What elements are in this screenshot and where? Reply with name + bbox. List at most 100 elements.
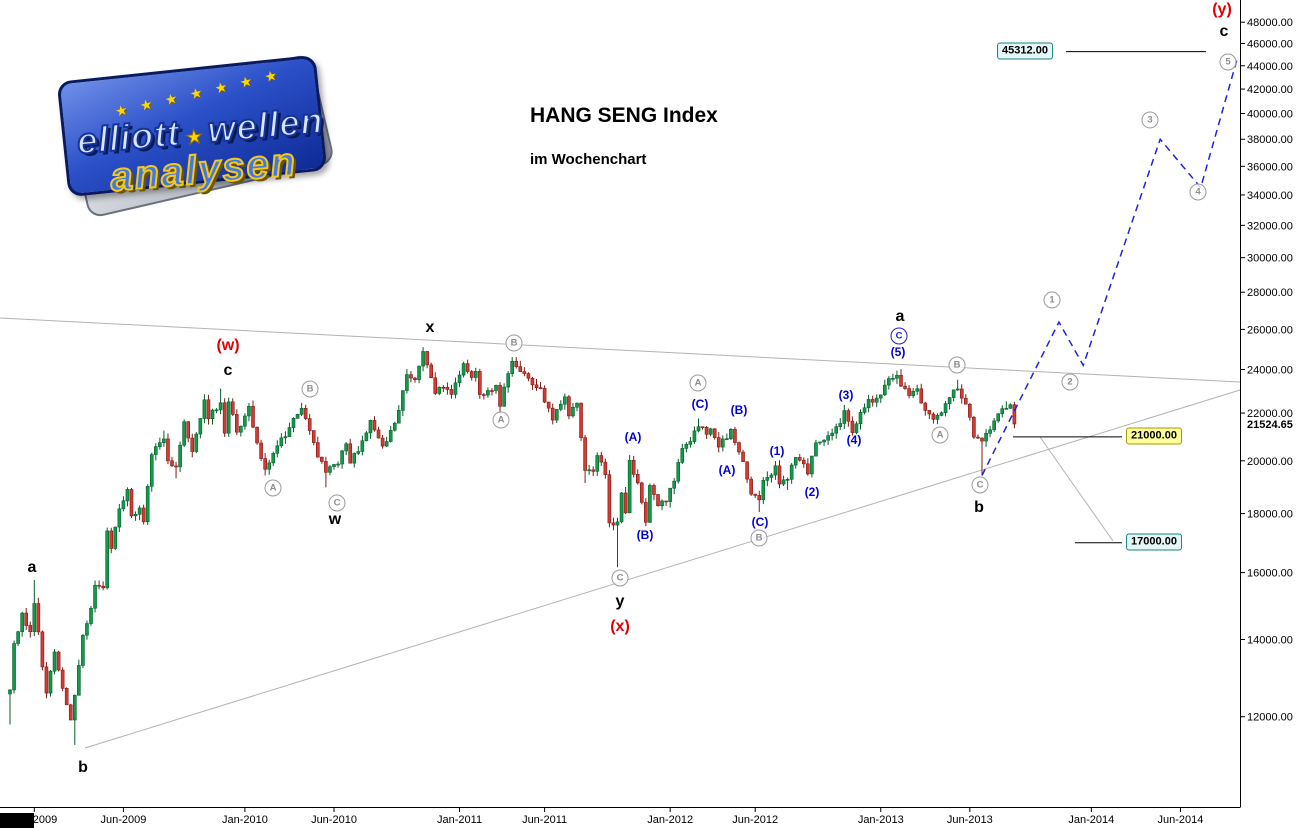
candle-up [563, 396, 567, 405]
y-axis-tick-label: 16000.00 [1247, 568, 1293, 580]
candle-down [315, 442, 320, 458]
y-axis-tick-label: 48000.00 [1247, 17, 1293, 29]
candle-up [154, 446, 158, 455]
candle-up [720, 438, 725, 448]
candle-down [376, 429, 381, 439]
candle-down [109, 530, 114, 549]
candle-down [235, 414, 239, 433]
candle-up [781, 479, 786, 485]
candle-up [243, 415, 247, 427]
candle-up [291, 417, 296, 428]
candle-up [826, 435, 830, 441]
candles-series [8, 347, 1017, 745]
candle-up [793, 457, 798, 466]
candle-up [672, 480, 677, 489]
candle-down [409, 374, 413, 379]
candle-up [895, 375, 899, 379]
candle-down [542, 387, 547, 403]
candle-down [919, 388, 924, 404]
candle-down [1012, 404, 1017, 425]
candle-down [603, 461, 608, 475]
candle-up [708, 428, 713, 435]
candle-up [587, 469, 591, 472]
candle-up [401, 390, 405, 411]
candle-down [174, 465, 178, 468]
candle-down [846, 410, 851, 422]
candle-up [218, 402, 223, 411]
candle-up [988, 429, 992, 434]
candle-up [20, 612, 24, 633]
candle-down [530, 377, 535, 386]
candle-up [668, 487, 672, 502]
chart-title: HANG SENG Index [530, 104, 718, 127]
candle-up [149, 454, 154, 487]
candle-up [769, 474, 774, 478]
candle-down [656, 494, 660, 507]
candle-down [307, 418, 312, 431]
trendline [1039, 436, 1114, 542]
y-axis-tick-label: 26000.00 [1247, 324, 1293, 336]
price-target-label[interactable]: 17000.00 [1126, 533, 1182, 551]
y-axis-tick-label: 46000.00 [1247, 39, 1293, 51]
candle-down [482, 394, 486, 396]
candle-up [16, 631, 20, 644]
candle-down [465, 363, 470, 372]
current-price-bg [1242, 417, 1304, 431]
candle-down [745, 461, 749, 480]
candle-up [627, 460, 632, 514]
candle-up [838, 423, 843, 427]
x-axis-tick-label: Jun-2011 [522, 814, 567, 826]
candle-down [963, 397, 968, 405]
price-target-label[interactable]: 45312.00 [997, 42, 1053, 60]
price-target-label[interactable]: 21000.00 [1126, 427, 1182, 445]
candle-down [433, 377, 438, 394]
candle-down [639, 482, 644, 503]
candle-down [141, 507, 146, 523]
candle-down [611, 522, 616, 526]
candle-up [878, 394, 883, 399]
candle-down [380, 437, 385, 447]
candle-down [425, 351, 429, 366]
candle-down [222, 402, 227, 434]
candle-down [591, 469, 596, 472]
candle-up [473, 371, 478, 378]
candle-down [68, 704, 73, 721]
candle-up [73, 694, 77, 721]
candle-down [741, 451, 745, 462]
candle-down [631, 460, 636, 475]
candle-up [77, 665, 81, 696]
candle-down [490, 390, 494, 392]
candle-up [202, 399, 207, 419]
y-axis-tick-label: 32000.00 [1247, 220, 1293, 232]
candle-down [320, 456, 324, 462]
candle-up [162, 438, 166, 443]
candle-down [976, 436, 980, 439]
projection-wave-path [981, 58, 1238, 476]
trendline [84, 389, 1241, 749]
candle-up [684, 444, 689, 449]
candle-up [1000, 408, 1005, 415]
candle-down [441, 386, 446, 389]
candle-down [700, 426, 705, 429]
candle-up [619, 492, 624, 523]
candle-up [352, 453, 357, 464]
x-axis-tick-label: Jun-2014 [1158, 814, 1204, 826]
candle-down [372, 420, 377, 431]
chart-subtitle: im Wochenchart [530, 151, 647, 168]
candle-up [417, 365, 421, 380]
candle-down [251, 406, 255, 428]
y-axis-tick-label: 12000.00 [1247, 712, 1293, 724]
candle-up [558, 403, 563, 410]
candle-down [230, 401, 235, 415]
candle-up [356, 451, 361, 454]
candle-up [214, 409, 219, 412]
candle-up [571, 406, 575, 417]
candle-down [526, 373, 531, 379]
candle-down [749, 478, 753, 495]
candle-up [729, 429, 733, 440]
candle-up [457, 374, 462, 384]
candle-down [801, 459, 806, 465]
candle-up [822, 439, 826, 443]
